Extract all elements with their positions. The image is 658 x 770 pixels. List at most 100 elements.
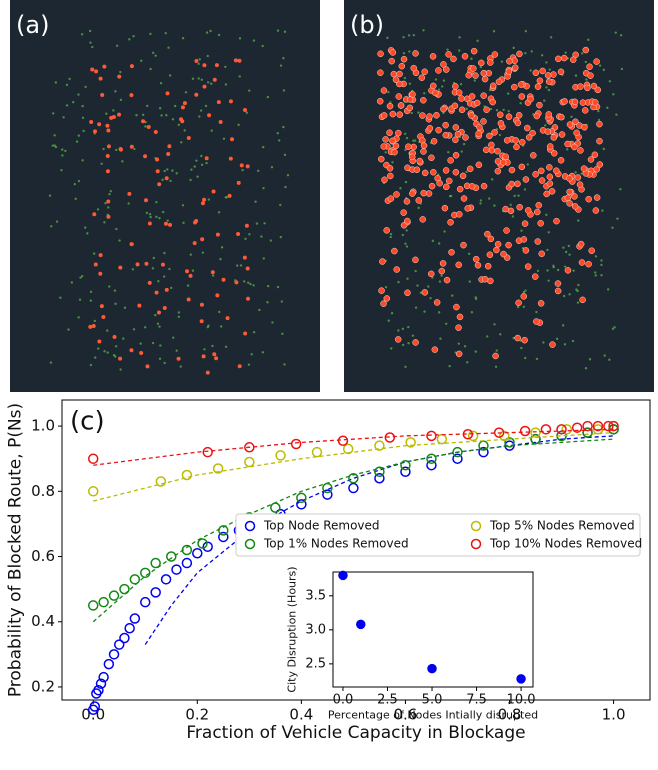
- map-dot: [417, 111, 419, 113]
- map-dot: [515, 335, 521, 341]
- map-dot: [152, 52, 154, 54]
- map-dot: [396, 94, 402, 100]
- map-dot: [509, 181, 515, 187]
- map-dot: [448, 249, 454, 255]
- map-dot: [581, 124, 587, 130]
- map-dot: [133, 148, 135, 150]
- map-dot: [483, 147, 489, 153]
- map-dot: [284, 186, 286, 188]
- map-dot: [246, 164, 250, 168]
- map-dot: [243, 256, 247, 260]
- map-dot: [577, 147, 583, 153]
- map-dot: [577, 182, 583, 188]
- map-dot: [238, 364, 242, 368]
- map-dot: [230, 137, 234, 141]
- map-dot: [466, 108, 468, 110]
- map-dot: [612, 328, 614, 330]
- map-dot: [420, 148, 426, 154]
- map-dot: [205, 162, 207, 164]
- map-dot: [472, 73, 478, 79]
- map-dot: [149, 213, 151, 215]
- map-dot: [202, 63, 206, 67]
- map-dot: [245, 224, 249, 228]
- map-dot: [88, 325, 92, 329]
- map-dot: [475, 296, 477, 298]
- map-dot: [442, 205, 448, 211]
- map-dot: [413, 34, 415, 36]
- map-dot: [468, 113, 474, 119]
- map-dot: [528, 96, 534, 102]
- map-dot: [544, 124, 546, 126]
- y-tick-label: 2.5: [305, 656, 326, 671]
- map-dot: [197, 77, 199, 79]
- map-dot: [402, 36, 404, 38]
- map-dot: [159, 358, 161, 360]
- map-dot: [592, 99, 598, 105]
- map-dot: [146, 105, 148, 107]
- map-dot: [379, 259, 385, 265]
- map-dot: [89, 42, 91, 44]
- map-dot: [412, 334, 414, 336]
- map-dot: [464, 345, 466, 347]
- map-dot: [412, 257, 418, 263]
- map-dot: [595, 255, 597, 257]
- map-dot: [237, 181, 241, 185]
- legend-label: Top 1% Nodes Removed: [263, 537, 409, 551]
- map-dot: [465, 205, 471, 211]
- map-dot: [200, 303, 204, 307]
- map-dot: [107, 351, 109, 353]
- map-dot: [187, 284, 189, 286]
- map-dot: [545, 129, 551, 135]
- map-dot: [428, 155, 434, 161]
- map-dot: [529, 69, 531, 71]
- map-dot: [487, 252, 493, 258]
- map-dot: [433, 112, 439, 118]
- map-dot: [390, 347, 392, 349]
- map-dot: [390, 49, 396, 55]
- map-dot: [389, 138, 395, 144]
- map-dot: [497, 112, 503, 118]
- map-dot: [211, 129, 213, 131]
- map-dot: [389, 236, 391, 238]
- map-dot: [542, 341, 544, 343]
- map-dot: [397, 281, 399, 283]
- map-dot: [379, 288, 385, 294]
- map-dot: [260, 235, 262, 237]
- map-dot: [144, 198, 148, 202]
- map-dot: [59, 297, 61, 299]
- map-dot: [558, 114, 564, 120]
- map-dot: [443, 230, 445, 232]
- map-dot: [129, 348, 133, 352]
- map-dot: [476, 131, 482, 137]
- map-dot: [436, 127, 442, 133]
- map-dot: [397, 71, 403, 77]
- map-dot: [120, 99, 122, 101]
- map-dot: [439, 338, 441, 340]
- map-dot: [492, 129, 498, 135]
- map-dot: [169, 180, 171, 182]
- map-dot: [456, 351, 462, 357]
- map-dot: [257, 170, 259, 172]
- map-dot: [539, 251, 545, 257]
- map-dot: [535, 239, 541, 245]
- map-dot: [452, 137, 458, 143]
- map-dot: [520, 347, 522, 349]
- map-dot: [607, 288, 609, 290]
- y-tick-label: 3.0: [305, 622, 326, 637]
- map-dot: [523, 247, 529, 253]
- map-dot: [142, 114, 144, 116]
- map-dot: [148, 281, 152, 285]
- map-dot: [271, 166, 273, 168]
- map-dot: [146, 212, 148, 214]
- map-dot: [449, 195, 451, 197]
- map-dot: [446, 178, 452, 184]
- map-dot: [438, 88, 440, 90]
- map-dot: [64, 150, 66, 152]
- map-dot: [267, 285, 269, 287]
- map-dot: [429, 183, 435, 189]
- map-dot: [116, 45, 118, 47]
- map-dot: [174, 105, 176, 107]
- map-dot: [555, 288, 561, 294]
- map-dot: [229, 157, 233, 161]
- map-dot: [421, 190, 427, 196]
